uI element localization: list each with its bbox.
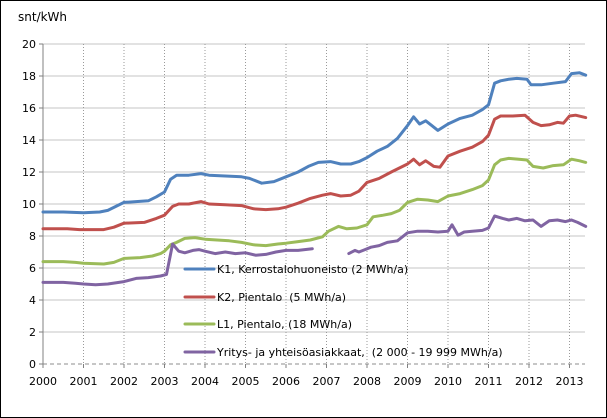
- series-line-yritys: [41, 242, 314, 287]
- x-tick-label: 2002: [110, 375, 138, 388]
- legend-label-l1: L1, Pientalo, (18 MWh/a): [217, 318, 352, 331]
- x-tick-label: 2007: [313, 375, 341, 388]
- y-tick-label: 18: [22, 70, 36, 83]
- y-tick-label: 12: [22, 166, 36, 179]
- y-axis-title: snt/kWh: [18, 10, 67, 24]
- y-tick-label: 20: [22, 38, 36, 51]
- x-tick-label: 2011: [475, 375, 503, 388]
- series-line-k1: [41, 71, 588, 215]
- y-tick-label: 0: [29, 358, 36, 371]
- x-tick-label: 2005: [232, 375, 260, 388]
- y-tick-label: 4: [29, 294, 36, 307]
- y-tick-label: 6: [29, 262, 36, 275]
- x-tick-label: 2010: [434, 375, 462, 388]
- x-tick-label: 2009: [394, 375, 422, 388]
- x-tick-label: 2012: [515, 375, 543, 388]
- y-tick-label: 16: [22, 102, 36, 115]
- x-tick-label: 2013: [556, 375, 584, 388]
- x-tick-label: 2001: [70, 375, 98, 388]
- x-tick-label: 2000: [29, 375, 57, 388]
- x-tick-label: 2006: [272, 375, 300, 388]
- y-tick-label: 2: [29, 326, 36, 339]
- y-tick-label: 10: [22, 198, 36, 211]
- y-tick-label: 14: [22, 134, 36, 147]
- legend-label-k2: K2, Pientalo (5 MWh/a): [217, 291, 346, 304]
- y-tick-label: 8: [29, 230, 36, 243]
- series-line-l1: [41, 156, 588, 266]
- series-line-k2: [41, 113, 588, 232]
- legend-label-k1: K1, Kerrostalohuoneisto (2 MWh/a): [217, 263, 408, 276]
- x-tick-label: 2004: [191, 375, 219, 388]
- series-line-yritys: [347, 214, 588, 256]
- legend-label-yritys: Yritys- ja yhteisöasiakkaat, (2 000 - 19…: [216, 346, 503, 359]
- x-tick-label: 2003: [151, 375, 179, 388]
- x-tick-label: 2008: [353, 375, 381, 388]
